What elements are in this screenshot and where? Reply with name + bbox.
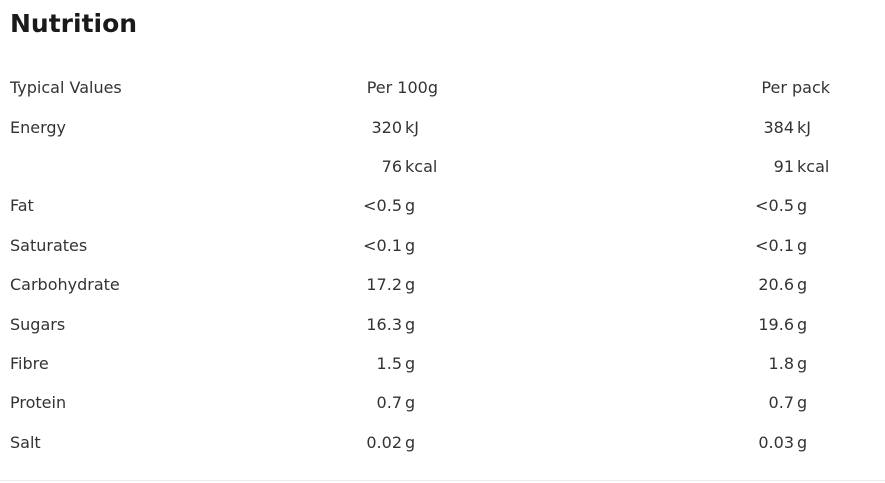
per-pack-value: 0.7 g: [680, 393, 830, 412]
per-100g-value: 76 kcal: [288, 157, 438, 176]
value-unit: kcal: [405, 156, 438, 176]
per-100g-value: 320 kJ: [288, 118, 438, 137]
per-100g-value: <0.5 g: [288, 196, 438, 215]
per-pack-value: 91 kcal: [680, 157, 830, 176]
value-number: 16.3: [366, 314, 402, 334]
value-number: 0.02: [366, 432, 402, 452]
row-label: Saturates: [10, 235, 88, 255]
per-pack-value: 19.6 g: [680, 315, 830, 334]
value-unit: g: [797, 432, 808, 452]
table-header-row: Typical Values Per 100g Per pack: [0, 68, 885, 107]
per-100g-value: <0.1 g: [288, 236, 438, 255]
value-unit: g: [797, 314, 808, 334]
value-number: <0.5: [755, 196, 794, 216]
value-unit: g: [797, 393, 808, 413]
value-number: 384: [763, 117, 794, 137]
value-unit: kcal: [797, 156, 830, 176]
value-unit: kJ: [405, 117, 419, 137]
value-number: 1.5: [376, 353, 402, 373]
nutrition-table: Typical Values Per 100g Per pack Energy …: [0, 68, 885, 462]
per-pack-value: 0.03 g: [680, 433, 830, 452]
table-row-saturates: Saturates <0.1 g <0.1 g: [0, 226, 885, 265]
table-row-fat: Fat <0.5 g <0.5 g: [0, 186, 885, 225]
value-number: <0.1: [363, 235, 402, 255]
value-unit: g: [797, 353, 808, 373]
row-label: Fat: [10, 196, 34, 216]
per-100g-value: 0.02 g: [288, 433, 438, 452]
value-number: 20.6: [758, 275, 794, 295]
value-number: <0.1: [755, 235, 794, 255]
row-label: Salt: [10, 432, 41, 452]
value-unit: g: [797, 196, 808, 216]
value-unit: g: [405, 235, 416, 255]
value-unit: g: [405, 393, 416, 413]
value-unit: g: [405, 275, 416, 295]
value-unit: g: [797, 235, 808, 255]
nutrition-section: Nutrition Typical Values Per 100g Per pa…: [0, 8, 885, 483]
row-label: Fibre: [10, 353, 49, 373]
row-label: Protein: [10, 393, 67, 413]
value-unit: g: [797, 275, 808, 295]
per-100g-value: 0.7 g: [288, 393, 438, 412]
per-100g-value: 16.3 g: [288, 315, 438, 334]
bottom-divider: [0, 480, 885, 481]
value-unit: g: [405, 196, 416, 216]
column-header-typical-values: Typical Values: [10, 78, 122, 98]
column-header-per-pack: Per pack: [761, 78, 830, 98]
value-number: 0.7: [768, 393, 794, 413]
value-number: 320: [371, 117, 402, 137]
value-number: 17.2: [366, 275, 402, 295]
column-header-per-100g: Per 100g: [366, 78, 438, 98]
value-unit: g: [405, 353, 416, 373]
value-number: <0.5: [363, 196, 402, 216]
value-number: 91: [773, 156, 794, 176]
value-number: 76: [381, 156, 402, 176]
per-pack-value: 1.8 g: [680, 354, 830, 373]
value-unit: g: [405, 314, 416, 334]
table-row-salt: Salt 0.02 g 0.03 g: [0, 423, 885, 462]
per-pack-value: <0.1 g: [680, 236, 830, 255]
section-title: Nutrition: [10, 9, 138, 38]
table-row-energy-kcal: 76 kcal 91 kcal: [0, 147, 885, 186]
value-unit: kJ: [797, 117, 811, 137]
value-number: 1.8: [768, 353, 794, 373]
value-unit: g: [405, 432, 416, 452]
table-row-fibre: Fibre 1.5 g 1.8 g: [0, 344, 885, 383]
per-100g-value: 17.2 g: [288, 275, 438, 294]
table-row-protein: Protein 0.7 g 0.7 g: [0, 383, 885, 422]
per-100g-value: 1.5 g: [288, 354, 438, 373]
value-number: 19.6: [758, 314, 794, 334]
value-number: 0.03: [758, 432, 794, 452]
row-label: Carbohydrate: [10, 275, 120, 295]
per-pack-value: 384 kJ: [680, 118, 830, 137]
table-row-sugars: Sugars 16.3 g 19.6 g: [0, 304, 885, 343]
row-label: Sugars: [10, 314, 66, 334]
table-row-energy-kj: Energy 320 kJ 384 kJ: [0, 107, 885, 146]
value-number: 0.7: [376, 393, 402, 413]
table-row-carbohydrate: Carbohydrate 17.2 g 20.6 g: [0, 265, 885, 304]
per-pack-value: <0.5 g: [680, 196, 830, 215]
per-pack-value: 20.6 g: [680, 275, 830, 294]
row-label: Energy: [10, 117, 67, 137]
